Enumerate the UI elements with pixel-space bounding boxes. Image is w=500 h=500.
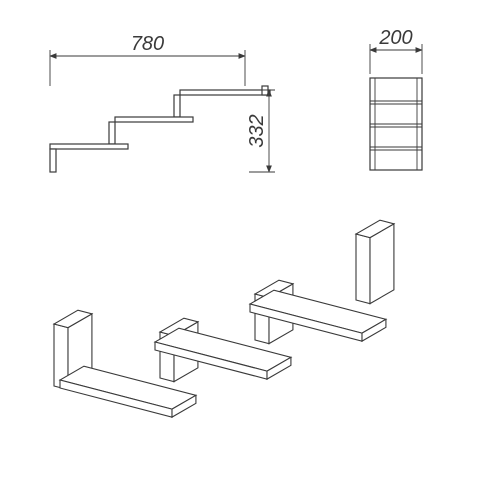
isometric-view — [54, 220, 394, 417]
side-view: 200 — [370, 27, 422, 170]
front-view: 780 332 — [50, 33, 275, 172]
dim-height: 332 — [246, 114, 268, 147]
dim-width: 780 — [131, 33, 164, 55]
dim-depth: 200 — [378, 27, 412, 49]
technical-drawing: 780 332 200 — [0, 0, 500, 500]
